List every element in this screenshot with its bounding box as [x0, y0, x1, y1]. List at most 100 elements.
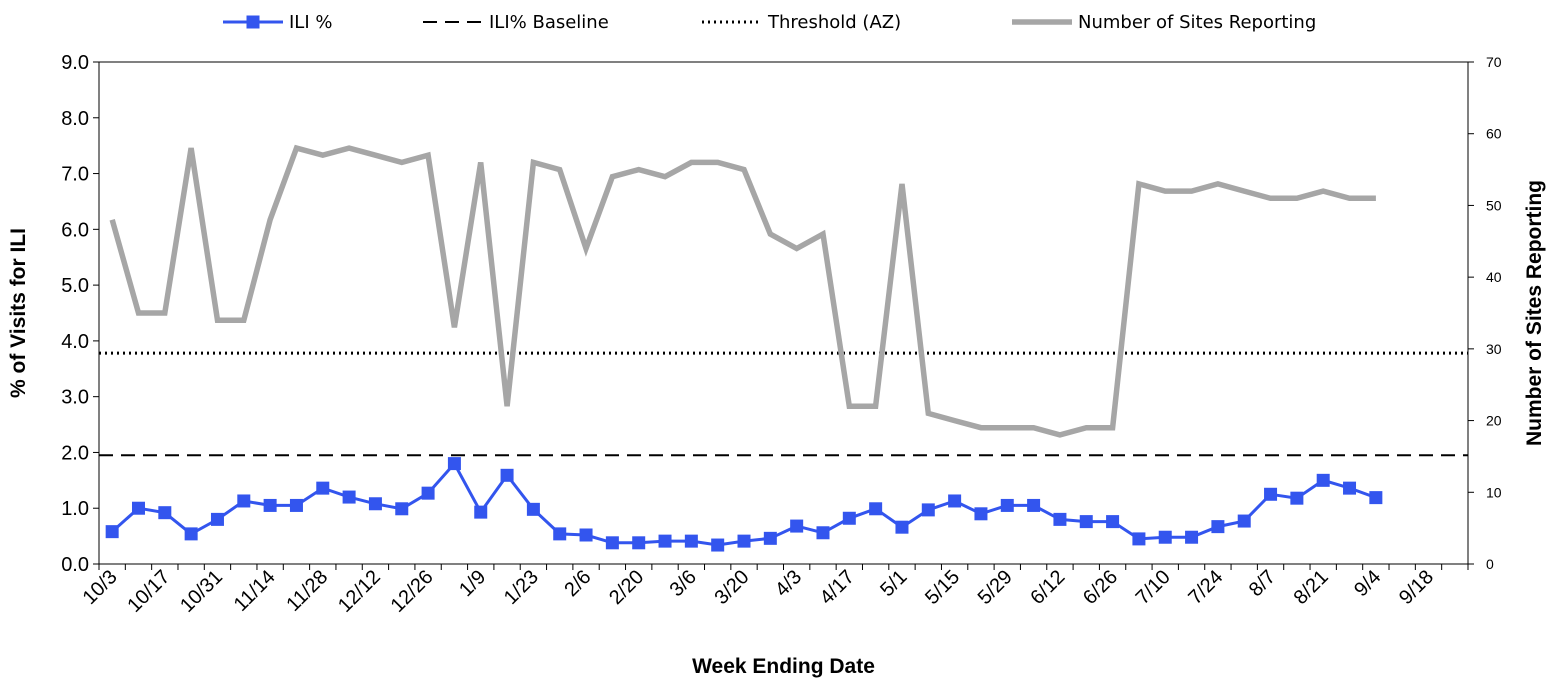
series-0-point [105, 525, 119, 539]
series-0-point [1158, 530, 1172, 544]
series-0-point [921, 503, 935, 517]
series-0-point [1290, 491, 1304, 505]
x-axis-title: Week Ending Date [692, 655, 875, 678]
series-0-point [500, 468, 514, 482]
series-0-point [1185, 530, 1199, 544]
series-0-point [447, 457, 461, 471]
x-tick-label: 7/24 [1184, 566, 1227, 609]
series-0-point [158, 506, 172, 520]
series-0-point [658, 534, 672, 548]
series-0-point [1343, 481, 1357, 495]
series-0-point [1316, 473, 1330, 487]
series-0-point [210, 512, 224, 526]
y-left-axis-title: % of Visits for ILI [7, 228, 30, 398]
y-right-tick-label: 30 [1486, 341, 1502, 357]
series-0-point [184, 527, 198, 541]
legend-label-0: ILI % [289, 12, 332, 33]
y-left-tick-label: 6.0 [61, 219, 89, 241]
x-tick-label: 2/20 [605, 566, 648, 609]
series-0-point [553, 527, 567, 541]
series-0-point [790, 519, 804, 533]
series-0-point [684, 534, 698, 548]
series-0-point [237, 494, 251, 508]
y-left-tick-label: 2.0 [61, 442, 89, 464]
x-tick-label: 5/1 [876, 566, 911, 601]
x-tick-label: 1/9 [455, 566, 490, 601]
y-right-tick-label: 20 [1486, 413, 1502, 429]
axes [93, 61, 1474, 570]
series-0-point [395, 502, 409, 516]
series-0-point [1211, 520, 1225, 534]
series-0-point [711, 538, 725, 552]
x-tick-label: 12/26 [387, 566, 438, 617]
series-0-point [1079, 515, 1093, 529]
series-0-point [579, 528, 593, 542]
x-tick-label: 10/31 [176, 566, 227, 617]
series-0-point [1132, 532, 1146, 546]
x-tick-label: 3/20 [710, 566, 753, 609]
series-0-point [605, 536, 619, 550]
series-3-line [109, 144, 1376, 438]
y-right-axis-title: Number of Sites Reporting [1523, 180, 1546, 446]
series-0-point [263, 498, 277, 512]
series-0-point [1027, 498, 1041, 512]
y-right-tick-label: 40 [1486, 269, 1502, 285]
x-tick-label: 4/17 [816, 566, 859, 609]
series-0-point [1053, 512, 1067, 526]
y-left-tick-label: 7.0 [61, 164, 89, 186]
x-tick-label: 7/10 [1132, 566, 1175, 609]
y-right-tick-label: 10 [1486, 484, 1502, 500]
y-right-tick-label: 70 [1486, 54, 1502, 70]
x-tick-label: 9/18 [1395, 566, 1438, 609]
x-tick-label: 10/17 [123, 566, 174, 617]
x-tick-label: 4/3 [771, 566, 806, 601]
series-0-point [1237, 514, 1251, 528]
series-0-point [474, 505, 488, 519]
series-0-point [869, 502, 883, 516]
x-tick-label: 11/14 [230, 566, 280, 616]
x-tick-label: 12/12 [334, 566, 385, 617]
series-0-point [737, 534, 751, 548]
x-tick-label: 6/26 [1079, 566, 1122, 609]
legend-marker-0 [246, 15, 260, 29]
x-tick-label: 5/15 [921, 566, 964, 609]
x-tick-label: 1/23 [500, 566, 543, 609]
series-0-point [842, 511, 856, 525]
y-right-tick-label: 50 [1486, 197, 1502, 213]
series-0-point [131, 501, 145, 515]
series-0-point [368, 497, 382, 511]
series-0-point [1000, 498, 1014, 512]
plot-frame [98, 61, 1469, 565]
series-0-point [289, 498, 303, 512]
series-0-point [526, 502, 540, 516]
y-left-tick-label: 8.0 [61, 108, 89, 130]
x-tick-label: 5/29 [974, 566, 1017, 609]
x-tick-label: 8/21 [1290, 566, 1333, 609]
y-left-tick-label: 3.0 [61, 387, 89, 409]
series-0-point [316, 481, 330, 495]
x-tick-label: 2/6 [560, 566, 595, 601]
series-0-point [974, 507, 988, 521]
x-tick-label: 11/28 [282, 566, 332, 616]
y-right-tick-label: 60 [1486, 126, 1502, 142]
y-left-tick-label: 4.0 [61, 331, 89, 353]
series-0-point [1106, 515, 1120, 529]
series-0-point [1369, 491, 1383, 505]
y-left-tick-label: 5.0 [61, 275, 89, 297]
series-0-point [948, 494, 962, 508]
legend-label-2: Threshold (AZ) [767, 12, 901, 33]
x-tick-label: 6/12 [1026, 566, 1069, 609]
series-0-point [632, 536, 646, 550]
y-right-tick-label: 0 [1486, 556, 1494, 572]
axis-labels: 0.0 1.0 2.0 3.0 4.0 5.0 6.0 7.0 8.0 9.0 0 10 20 30 40 5… [7, 52, 1546, 678]
x-tick-label: 9/4 [1350, 566, 1385, 601]
x-tick-label: 8/7 [1245, 566, 1280, 601]
series-layer [99, 144, 1468, 552]
legend: ILI % ILI% Baseline Threshold (AZ) Number o… [223, 12, 1316, 33]
legend-label-3: Number of Sites Reporting [1078, 12, 1316, 33]
series-0-point [816, 526, 830, 540]
series-0-point [763, 531, 777, 545]
series-0-point [895, 520, 909, 534]
y-left-tick-label: 9.0 [61, 52, 89, 74]
